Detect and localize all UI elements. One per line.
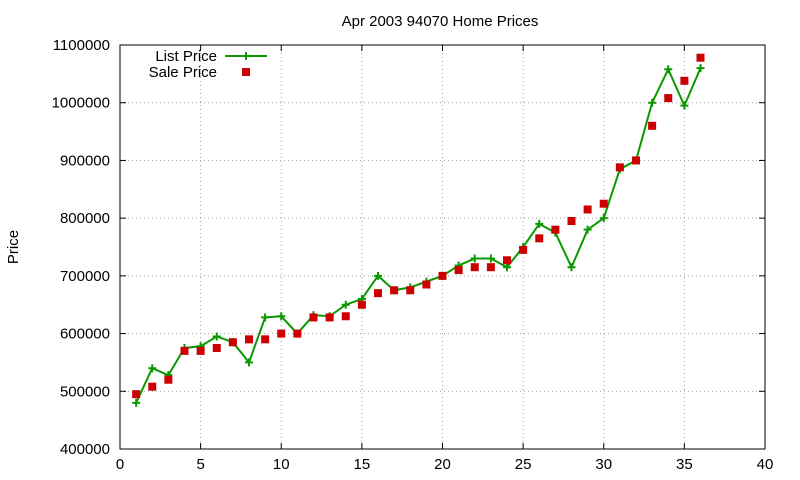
list-price-point (212, 332, 221, 341)
sale-price-point (406, 286, 415, 295)
list-price-point (277, 312, 286, 321)
sale-price-point (261, 335, 270, 344)
list-price-point (503, 263, 511, 272)
sale-price-point (212, 344, 221, 352)
x-tick-label: 15 (354, 456, 371, 473)
sale-price-point (583, 205, 592, 214)
sale-price-point (196, 346, 205, 355)
list-price-point (245, 358, 253, 367)
sale-price-point (293, 329, 302, 338)
sale-price-point (277, 329, 286, 338)
sale-price-point (180, 346, 189, 355)
sale-price-point (680, 76, 689, 85)
sale-price-point (438, 271, 447, 280)
sale-price-point (164, 375, 173, 384)
list-price-point (696, 64, 705, 73)
list-price-point (261, 313, 270, 322)
x-tick-label: 30 (595, 456, 612, 473)
sale-price-point (341, 312, 350, 321)
list-price-point (148, 364, 157, 373)
x-tick-label: 5 (196, 456, 204, 473)
x-tick-label: 25 (515, 456, 532, 473)
sale-price-point (696, 53, 705, 62)
sale-price-point (374, 289, 382, 298)
grid (120, 45, 765, 449)
sale-price-point (535, 234, 544, 243)
list-price-point (535, 219, 544, 228)
x-tick-label: 0 (116, 456, 124, 473)
x-tick-label: 40 (757, 456, 774, 473)
list-price-point (648, 98, 657, 107)
sale-price-point (551, 225, 560, 234)
sale-price-point (228, 338, 237, 347)
x-tick-label: 10 (273, 456, 290, 473)
sale-price-point (422, 280, 431, 289)
y-axis-label: Price (5, 230, 22, 264)
sale-price-point (390, 286, 399, 295)
sale-price-point (664, 94, 673, 103)
sale-price-point (486, 263, 495, 272)
y-tick-label: 800000 (60, 210, 110, 227)
list-price-line (135, 66, 702, 404)
plot-area (132, 53, 705, 407)
sale-price-point (519, 245, 528, 254)
list-price-point (567, 263, 576, 272)
sale-price-point (357, 300, 366, 309)
legend-marker-list-price (242, 52, 250, 60)
sale-price-point (470, 263, 479, 272)
sale-price-point (648, 121, 657, 130)
legend-label-list-price: List Price (155, 48, 217, 65)
y-tick-label: 1000000 (52, 95, 110, 112)
y-tick-label: 400000 (60, 441, 110, 458)
list-price-point (664, 65, 673, 74)
axes: 0 5 10 15 20 25 30 35 40 400000 500000 600000 700000… (52, 37, 774, 473)
sale-price-point (132, 390, 141, 399)
y-tick-label: 600000 (60, 326, 110, 343)
y-tick-label: 900000 (60, 152, 110, 169)
sale-price-point (148, 382, 157, 391)
list-price-point (132, 398, 141, 407)
legend-label-sale-price: Sale Price (149, 64, 217, 81)
x-tick-label: 35 (676, 456, 693, 473)
sale-price-point (309, 313, 318, 322)
list-price-point (374, 271, 382, 280)
sale-price-point (503, 256, 511, 265)
sale-price-point (615, 163, 624, 172)
sale-price-point (599, 199, 608, 208)
y-tick-label: 700000 (60, 268, 110, 285)
sale-price-point (567, 217, 576, 226)
sale-price-point (632, 156, 640, 165)
chart-title: Apr 2003 94070 Home Prices (342, 13, 539, 30)
list-price-point (599, 214, 608, 223)
x-tick-label: 20 (434, 456, 451, 473)
list-price-point (470, 254, 479, 263)
list-price-point (680, 101, 689, 110)
legend-marker-sale-price (242, 68, 250, 76)
sale-price-point (325, 313, 334, 322)
list-price-point (486, 254, 495, 263)
y-tick-label: 1100000 (53, 37, 110, 54)
y-tick-label: 500000 (60, 383, 110, 400)
list-price-point (341, 300, 350, 309)
sale-price-point (454, 266, 463, 275)
list-price-point (583, 225, 592, 234)
sale-price-point (245, 335, 253, 344)
